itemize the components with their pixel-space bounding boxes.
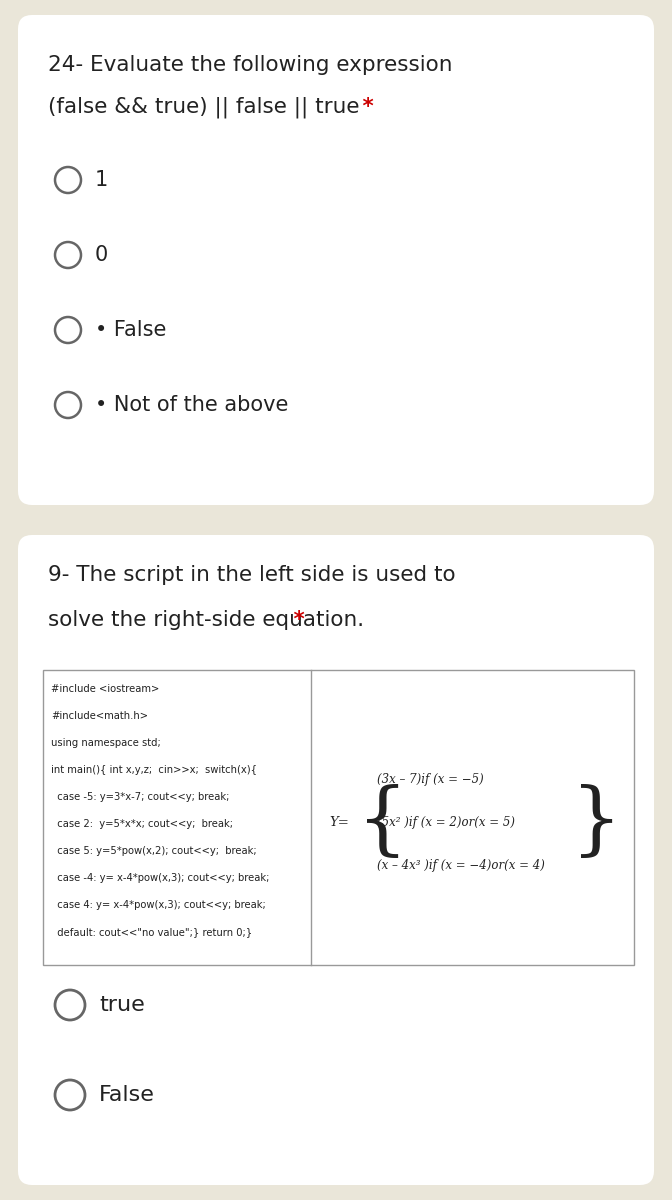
Text: true: true [99, 995, 144, 1015]
Text: 9- The script in the left side is used to: 9- The script in the left side is used t… [48, 565, 456, 584]
Text: case 2:  y=5*x*x; cout<<y;  break;: case 2: y=5*x*x; cout<<y; break; [51, 818, 233, 829]
Text: default: cout<<"no value";} return 0;}: default: cout<<"no value";} return 0;} [51, 926, 252, 937]
Text: 24- Evaluate the following expression: 24- Evaluate the following expression [48, 55, 452, 74]
FancyBboxPatch shape [18, 14, 654, 505]
Text: 0: 0 [95, 245, 108, 265]
Text: solve the right-side equation.: solve the right-side equation. [48, 610, 364, 630]
Text: case 4: y= x-4*pow(x,3); cout<<y; break;: case 4: y= x-4*pow(x,3); cout<<y; break; [51, 900, 265, 910]
Text: case -5: y=3*x-7; cout<<y; break;: case -5: y=3*x-7; cout<<y; break; [51, 792, 229, 802]
Text: using namespace std;: using namespace std; [51, 738, 161, 748]
Text: (x – 4x³ )if (x = −4)or(x = 4): (x – 4x³ )if (x = −4)or(x = 4) [377, 859, 545, 872]
Text: case -4: y= x-4*pow(x,3); cout<<y; break;: case -4: y= x-4*pow(x,3); cout<<y; break… [51, 874, 269, 883]
Text: • Not of the above: • Not of the above [95, 395, 288, 415]
Text: 1: 1 [95, 170, 108, 190]
Text: (false && true) || false || true: (false && true) || false || true [48, 97, 360, 119]
Text: (5x² )if (x = 2)or(x = 5): (5x² )if (x = 2)or(x = 5) [377, 816, 515, 829]
Text: #include <iostream>: #include <iostream> [51, 684, 159, 694]
Text: int main(){ int x,y,z;  cin>>x;  switch(x){: int main(){ int x,y,z; cin>>x; switch(x)… [51, 766, 257, 775]
FancyBboxPatch shape [18, 535, 654, 1186]
Text: • False: • False [95, 320, 167, 340]
Text: (3x – 7)if (x = −5): (3x – 7)if (x = −5) [377, 773, 484, 786]
Text: }: } [571, 784, 622, 862]
Text: *: * [286, 610, 304, 630]
Text: {: { [357, 784, 409, 862]
Text: case 5: y=5*pow(x,2); cout<<y;  break;: case 5: y=5*pow(x,2); cout<<y; break; [51, 846, 257, 856]
Text: *: * [355, 97, 374, 116]
Text: False: False [99, 1085, 155, 1105]
Text: #include<math.h>: #include<math.h> [51, 710, 148, 721]
Bar [43, 670, 634, 965]
Text: Y=: Y= [329, 816, 349, 829]
